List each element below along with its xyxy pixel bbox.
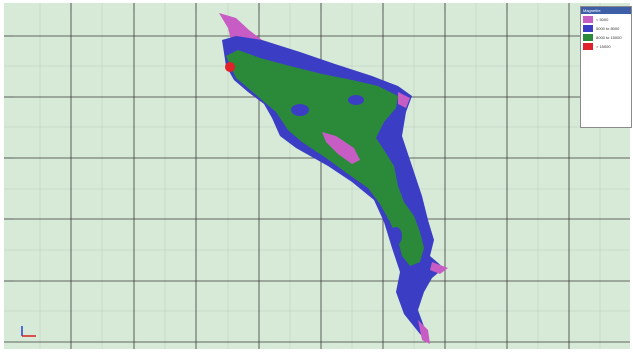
- legend-swatch: [583, 33, 593, 41]
- zone-medium-inclusion: [348, 95, 364, 105]
- legend-item: > 15000: [583, 42, 631, 50]
- legend-label: 5000 to 8000: [596, 25, 620, 31]
- legend-label: > 15000: [596, 43, 611, 49]
- legend-panel[interactable]: Magnetite < 5000 5000 to 8000 8000 to 15…: [580, 6, 632, 128]
- zone-low-streak: [398, 92, 410, 108]
- map-background: [4, 3, 630, 349]
- zone-low-streak: [430, 262, 448, 274]
- legend-swatch: [583, 24, 593, 32]
- legend-item: < 5000: [583, 15, 631, 23]
- legend-swatch: [583, 15, 593, 23]
- legend-title: Magnetite: [581, 7, 631, 14]
- axis-ticks: [4, 3, 508, 282]
- legend-label: 8000 to 15000: [596, 34, 622, 40]
- zone-high: [226, 50, 424, 266]
- zone-very-high: [225, 62, 235, 72]
- legend-item: 5000 to 8000: [583, 24, 631, 32]
- legend-swatch: [583, 42, 593, 50]
- legend-label: < 5000: [596, 16, 609, 22]
- legend-item: 8000 to 15000: [583, 33, 631, 41]
- zone-low-streak: [418, 320, 430, 344]
- zone-low-outer: [219, 13, 262, 46]
- zone-medium-inclusion: [390, 227, 402, 245]
- zone-medium-inclusion: [291, 104, 309, 116]
- axis-triad: [21, 326, 36, 337]
- zone-low-streak: [322, 132, 360, 164]
